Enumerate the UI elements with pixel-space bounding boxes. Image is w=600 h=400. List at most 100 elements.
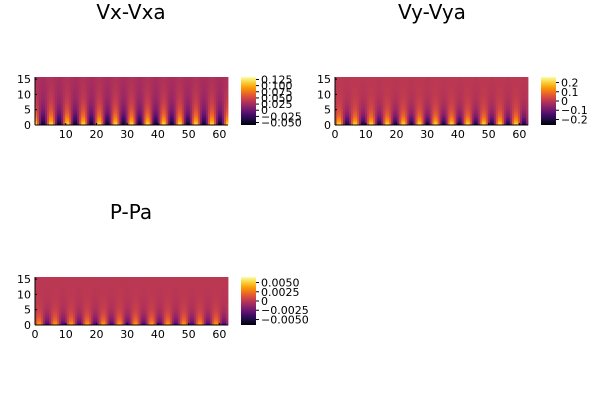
heatmap-cell xyxy=(423,117,426,120)
heatmap-cell xyxy=(221,103,225,106)
heatmap-cell xyxy=(121,109,124,112)
heatmap-cell xyxy=(133,101,136,104)
heatmap-cell xyxy=(79,87,82,90)
heatmap-cell xyxy=(123,113,126,116)
heatmap-cell xyxy=(177,319,181,322)
heatmap-cell xyxy=(197,99,201,102)
heatmap-cell xyxy=(463,117,467,120)
heatmap-cell xyxy=(351,91,354,94)
heatmap-cell xyxy=(35,107,38,110)
heatmap-cell xyxy=(35,79,38,82)
heatmap-cell xyxy=(495,107,499,110)
heatmap-cell xyxy=(65,117,68,120)
heatmap-cell xyxy=(403,105,406,108)
heatmap-cell xyxy=(495,117,499,120)
heatmap-cell xyxy=(185,109,189,112)
heatmap-cell xyxy=(71,103,74,106)
heatmap-cell xyxy=(93,83,96,86)
heatmap-cell xyxy=(161,119,165,122)
heatmap-cell xyxy=(427,99,430,102)
heatmap-cell xyxy=(183,99,187,102)
heatmap-cell xyxy=(217,319,221,322)
heatmap-cell xyxy=(457,103,461,106)
heatmap-cell xyxy=(197,85,201,88)
heatmap-cell xyxy=(201,95,205,98)
heatmap-cell xyxy=(461,121,465,124)
heatmap-cell xyxy=(53,83,56,86)
heatmap-cell xyxy=(123,93,126,96)
heatmap-cell xyxy=(473,123,477,126)
heatmap-cell xyxy=(403,79,406,82)
heatmap-cell xyxy=(507,99,511,102)
heatmap-cell xyxy=(459,77,463,80)
heatmap-cell xyxy=(209,91,213,94)
heatmap-cell xyxy=(409,81,412,84)
heatmap-cell xyxy=(219,321,223,324)
heatmap-cell xyxy=(419,85,422,88)
heatmap-cell xyxy=(393,81,396,84)
heatmap-cell xyxy=(361,93,364,96)
heatmap-cell xyxy=(355,101,358,104)
heatmap-cell xyxy=(83,323,86,326)
heatmap-cell xyxy=(69,85,72,88)
heatmap-cell xyxy=(521,119,525,122)
heatmap-cell xyxy=(175,85,179,88)
heatmap-cell xyxy=(111,81,114,84)
heatmap-cell xyxy=(465,123,469,126)
heatmap-cell xyxy=(421,95,424,98)
heatmap-cell xyxy=(97,89,100,92)
heatmap-cell xyxy=(517,77,521,80)
heatmap-cell xyxy=(61,103,64,106)
heatmap-cell xyxy=(87,79,90,82)
heatmap-cell xyxy=(481,93,485,96)
heatmap-cell xyxy=(49,319,52,322)
heatmap-cell xyxy=(165,77,169,80)
heatmap-cell xyxy=(117,87,120,90)
heatmap-cell xyxy=(157,101,161,104)
heatmap-cell xyxy=(143,323,146,326)
heatmap-cell xyxy=(63,323,66,326)
heatmap-cell xyxy=(43,77,46,80)
heatmap-cell xyxy=(113,81,116,84)
heatmap-cell xyxy=(103,83,106,86)
heatmap-cell xyxy=(151,79,155,82)
heatmap-cell xyxy=(443,101,446,104)
heatmap-cell xyxy=(389,111,392,114)
heatmap-cell xyxy=(471,115,475,118)
heatmap-cell xyxy=(407,123,410,126)
heatmap-cell xyxy=(465,83,469,86)
heatmap-cell xyxy=(403,95,406,98)
heatmap-cell xyxy=(487,93,491,96)
heatmap-cell xyxy=(61,105,64,108)
heatmap-cell xyxy=(225,107,229,110)
heatmap-cell xyxy=(163,319,167,322)
heatmap-cell xyxy=(93,77,96,80)
heatmap-cell xyxy=(215,117,219,120)
heatmap-cell xyxy=(139,109,142,112)
heatmap-cell xyxy=(139,81,142,84)
heatmap-cell xyxy=(167,121,171,124)
heatmap-cell xyxy=(137,321,140,324)
heatmap-cell xyxy=(55,321,58,324)
heatmap-cell xyxy=(187,79,191,82)
heatmap-cell xyxy=(505,77,509,80)
heatmap-cell xyxy=(469,123,473,126)
heatmap-cell xyxy=(177,109,181,112)
heatmap-cell xyxy=(199,81,203,84)
heatmap-cell xyxy=(453,123,457,126)
heatmap-cell xyxy=(373,83,376,86)
heatmap-cell xyxy=(83,121,86,124)
heatmap-cell xyxy=(35,111,38,114)
heatmap-cell xyxy=(389,115,392,118)
heatmap-cell xyxy=(135,319,138,322)
heatmap-cell xyxy=(123,79,126,82)
heatmap-cell xyxy=(339,123,342,126)
heatmap-cell xyxy=(507,101,511,104)
heatmap-cell xyxy=(195,119,199,122)
heatmap-cell xyxy=(499,113,503,116)
heatmap-cell xyxy=(77,79,80,82)
heatmap-cell xyxy=(149,77,152,80)
heatmap-cell xyxy=(471,87,475,90)
heatmap-cell xyxy=(371,109,374,112)
heatmap-cell xyxy=(419,95,422,98)
